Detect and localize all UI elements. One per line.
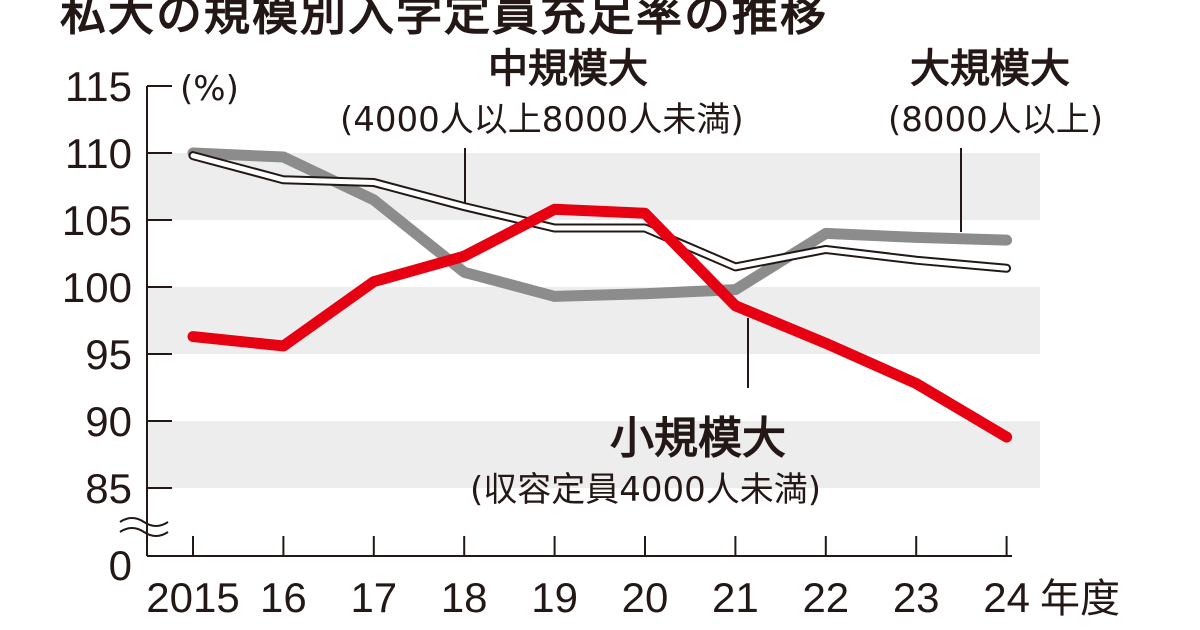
x-tick-label: 23 <box>893 574 940 621</box>
x-tick-label: 18 <box>441 574 488 621</box>
y-tick-label: 95 <box>85 331 132 378</box>
x-tick-label: 22 <box>802 574 849 621</box>
x-tick-label: 20 <box>622 574 669 621</box>
label-mid-note: (4000人以上8000人未満) <box>340 100 744 140</box>
x-axis-unit: 年度 <box>1040 576 1120 622</box>
y-tick-label: 0 <box>109 542 132 589</box>
y-tick-label: 90 <box>85 398 132 445</box>
label-large-name: 大規模大 <box>910 46 1070 92</box>
x-tick-label: 16 <box>260 574 307 621</box>
y-tick-label: 115 <box>65 63 132 110</box>
y-axis-unit: (%) <box>180 69 239 109</box>
x-tick-label: 24 <box>983 574 1030 621</box>
x-tick-label: 19 <box>531 574 578 621</box>
grid-band <box>147 421 1040 488</box>
y-tick-label: 100 <box>62 264 132 311</box>
label-mid-name: 中規模大 <box>488 46 648 92</box>
x-tick-label: 2015 <box>146 574 239 621</box>
y-tick-label: 110 <box>65 130 132 177</box>
chart-title: 私大の規模別入学定員充足率の推移 <box>60 0 828 41</box>
axis-break-icon <box>119 517 169 537</box>
series-line-mid <box>190 153 1010 271</box>
y-tick-label: 85 <box>85 465 132 512</box>
series-line-small <box>187 203 1013 443</box>
label-small-note: (収容定員4000人未満) <box>470 470 822 510</box>
x-tick-label: 17 <box>350 574 397 621</box>
label-large-note: (8000人以上) <box>888 100 1104 140</box>
x-tick-label: 21 <box>712 574 759 621</box>
y-tick-label: 105 <box>62 197 132 244</box>
label-small-name: 小規模大 <box>610 413 786 464</box>
